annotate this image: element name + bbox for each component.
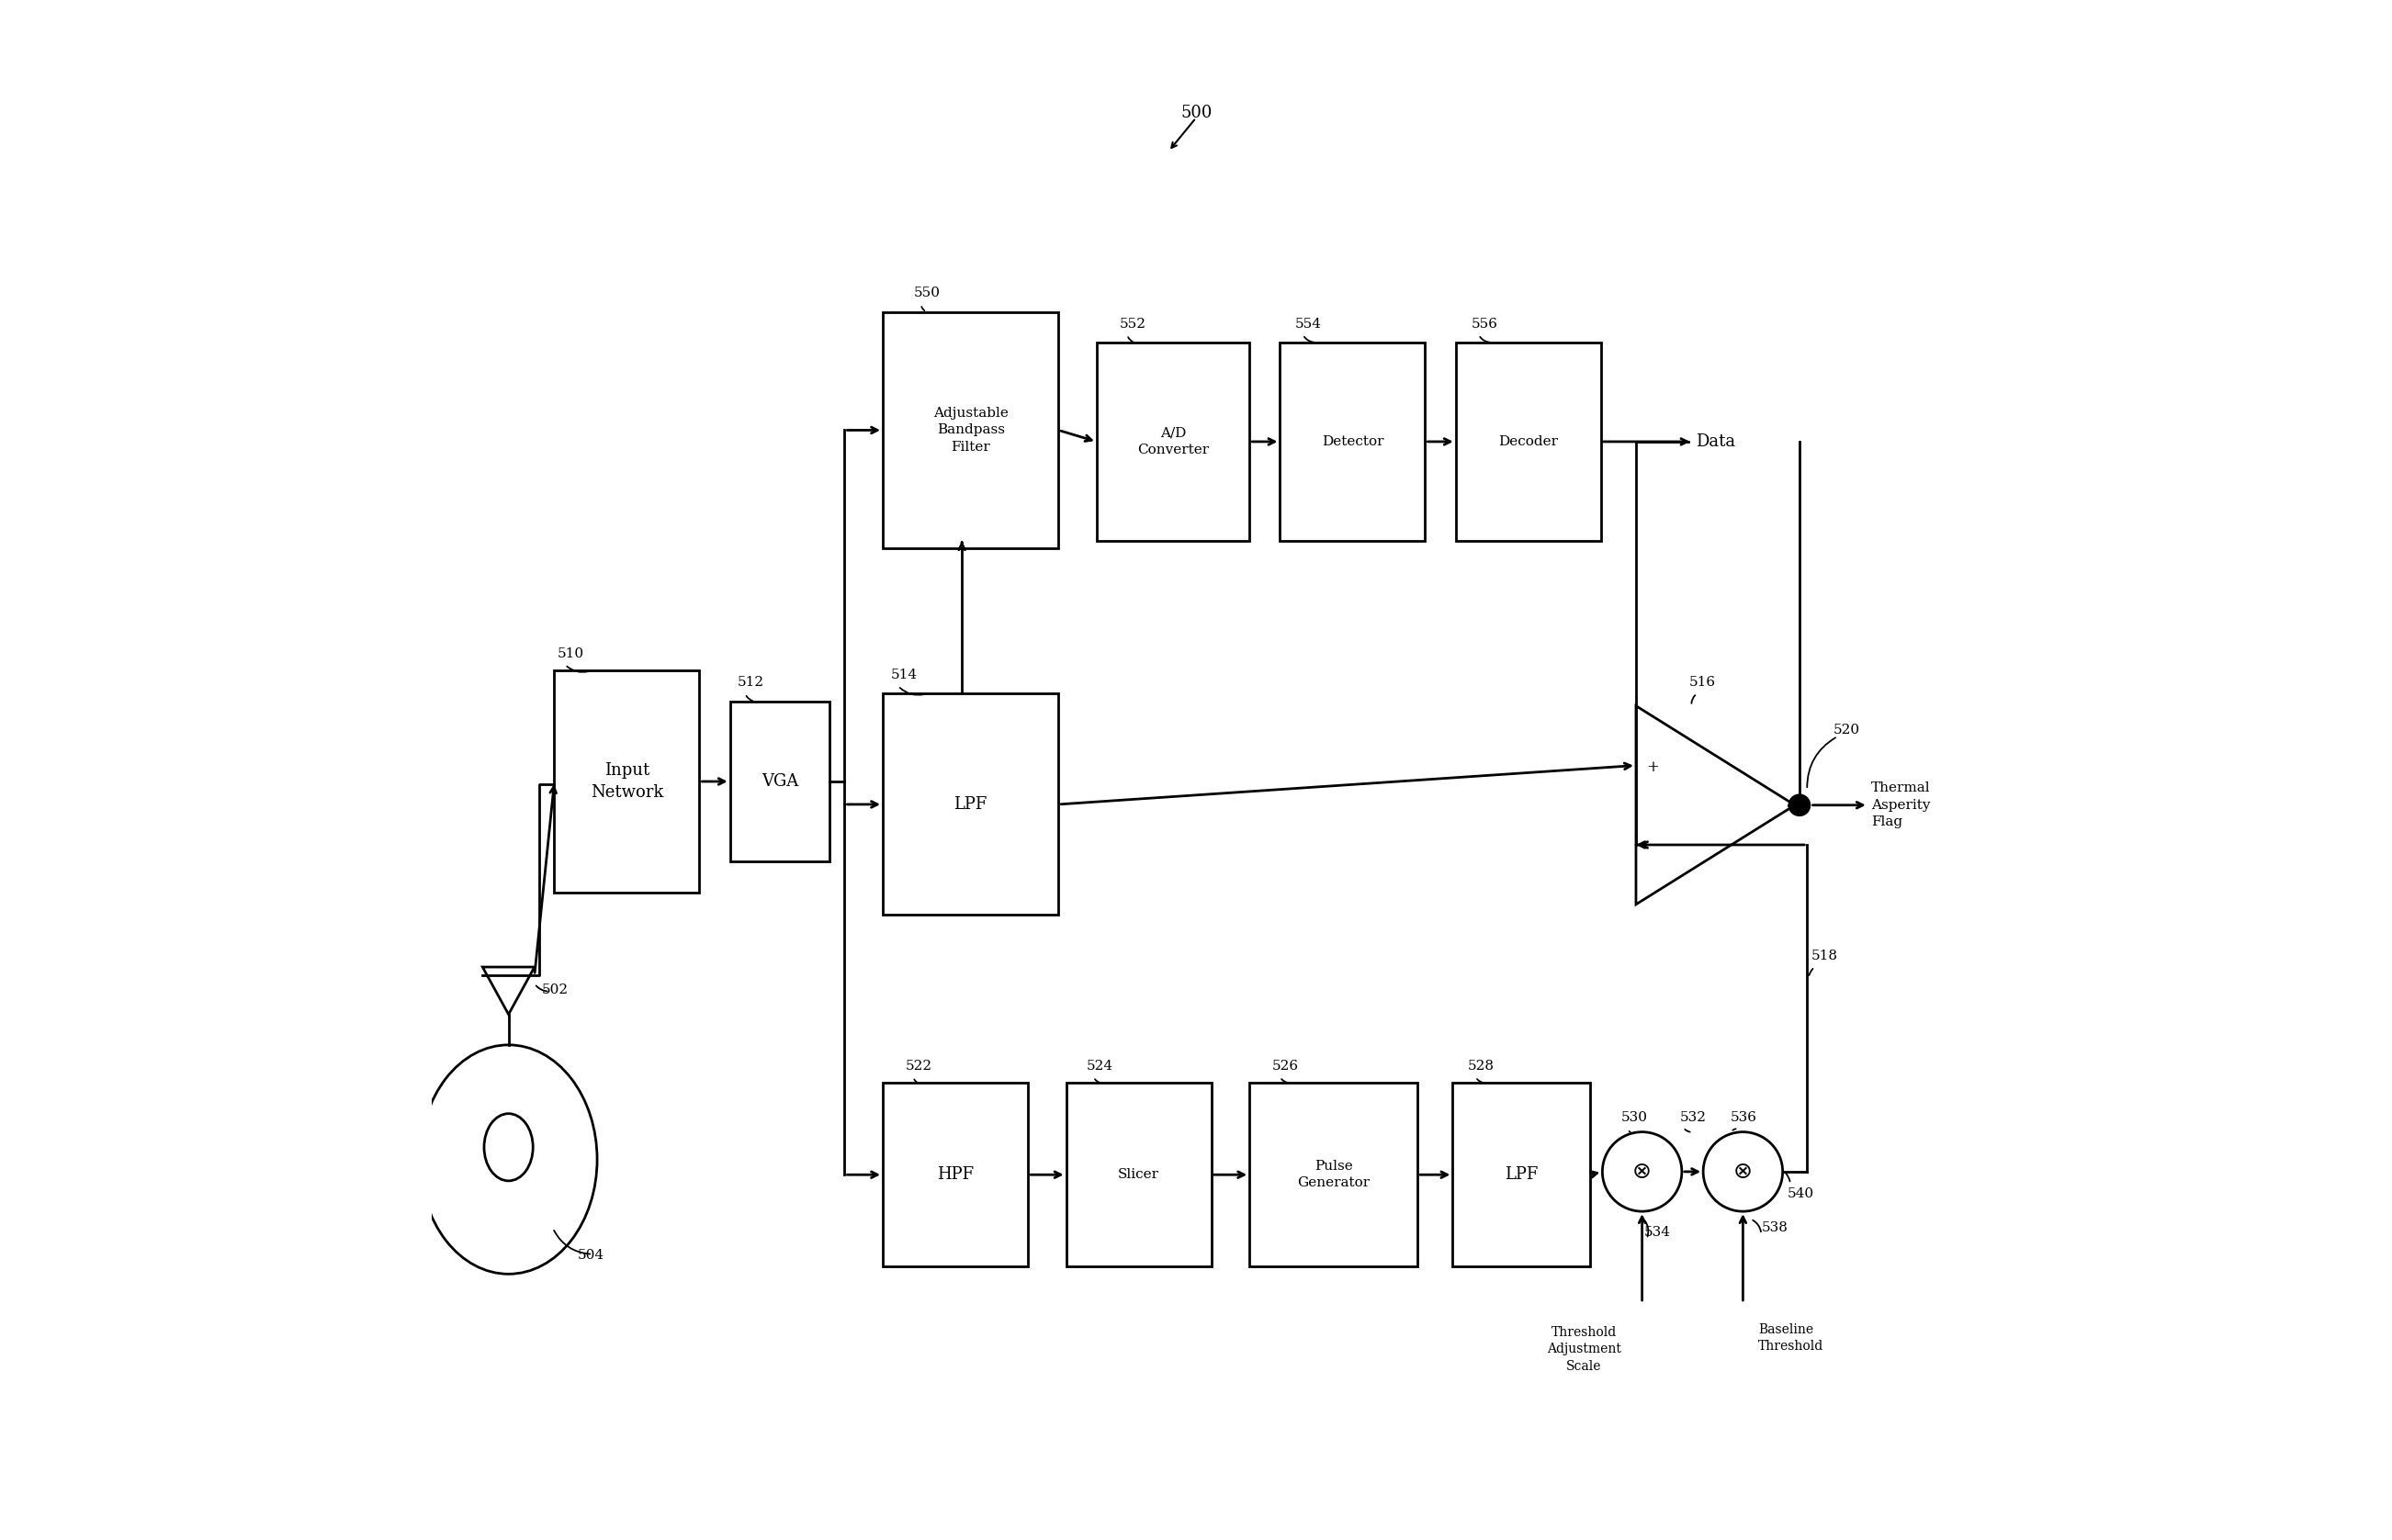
- Text: 502: 502: [543, 983, 569, 996]
- Ellipse shape: [421, 1046, 598, 1274]
- Text: LPF: LPF: [954, 796, 988, 813]
- Text: 550: 550: [914, 286, 940, 300]
- Bar: [883, 1083, 1029, 1266]
- Bar: [555, 671, 698, 892]
- Circle shape: [1789, 795, 1811, 816]
- Text: 556: 556: [1471, 317, 1497, 330]
- Text: Detector: Detector: [1323, 436, 1383, 448]
- Text: 518: 518: [1811, 950, 1839, 962]
- Text: 534: 534: [1643, 1226, 1670, 1238]
- Text: 530: 530: [1622, 1112, 1648, 1124]
- Text: 526: 526: [1273, 1060, 1299, 1072]
- Text: Input
Network: Input Network: [591, 762, 663, 801]
- Bar: [1096, 342, 1249, 541]
- Bar: [1280, 342, 1426, 541]
- Bar: [1457, 342, 1600, 541]
- Text: LPF: LPF: [1505, 1166, 1538, 1183]
- Text: 524: 524: [1086, 1060, 1112, 1072]
- Text: 522: 522: [907, 1060, 933, 1072]
- Text: 512: 512: [737, 676, 765, 688]
- Circle shape: [1703, 1132, 1782, 1212]
- Text: 514: 514: [890, 668, 916, 681]
- Text: Threshold
Adjustment
Scale: Threshold Adjustment Scale: [1548, 1326, 1622, 1372]
- Text: 538: 538: [1761, 1221, 1787, 1234]
- Text: 504: 504: [576, 1249, 605, 1261]
- Text: ⊗: ⊗: [1631, 1161, 1653, 1183]
- Bar: [883, 311, 1060, 548]
- Bar: [1067, 1083, 1210, 1266]
- Text: Adjustable
Bandpass
Filter: Adjustable Bandpass Filter: [933, 407, 1009, 453]
- Text: VGA: VGA: [761, 773, 799, 790]
- Text: 500: 500: [1182, 105, 1213, 122]
- Text: 536: 536: [1732, 1112, 1758, 1124]
- Bar: [883, 693, 1060, 915]
- Circle shape: [1603, 1132, 1682, 1212]
- Text: Data: Data: [1696, 433, 1734, 450]
- Text: −: −: [1646, 838, 1660, 853]
- Text: Pulse
Generator: Pulse Generator: [1296, 1160, 1371, 1189]
- Bar: [1452, 1083, 1591, 1266]
- Bar: [1249, 1083, 1418, 1266]
- Polygon shape: [483, 967, 533, 1015]
- Text: +: +: [1646, 759, 1660, 775]
- Text: HPF: HPF: [938, 1166, 974, 1183]
- Text: 520: 520: [1832, 724, 1861, 736]
- Bar: [730, 701, 830, 862]
- Text: Baseline
Threshold: Baseline Threshold: [1758, 1323, 1823, 1352]
- Polygon shape: [1636, 705, 1794, 904]
- Text: 516: 516: [1689, 676, 1715, 688]
- Text: ⊗: ⊗: [1734, 1161, 1753, 1183]
- Text: 552: 552: [1119, 317, 1146, 330]
- Text: 528: 528: [1469, 1060, 1495, 1072]
- Text: Slicer: Slicer: [1117, 1169, 1160, 1181]
- Text: 510: 510: [557, 647, 584, 661]
- Text: 532: 532: [1679, 1112, 1708, 1124]
- Text: Thermal
Asperity
Flag: Thermal Asperity Flag: [1871, 782, 1930, 829]
- Ellipse shape: [483, 1113, 533, 1181]
- Text: 554: 554: [1296, 317, 1323, 330]
- Text: A/D
Converter: A/D Converter: [1136, 427, 1208, 456]
- Text: Decoder: Decoder: [1497, 436, 1557, 448]
- Text: 540: 540: [1787, 1187, 1813, 1200]
